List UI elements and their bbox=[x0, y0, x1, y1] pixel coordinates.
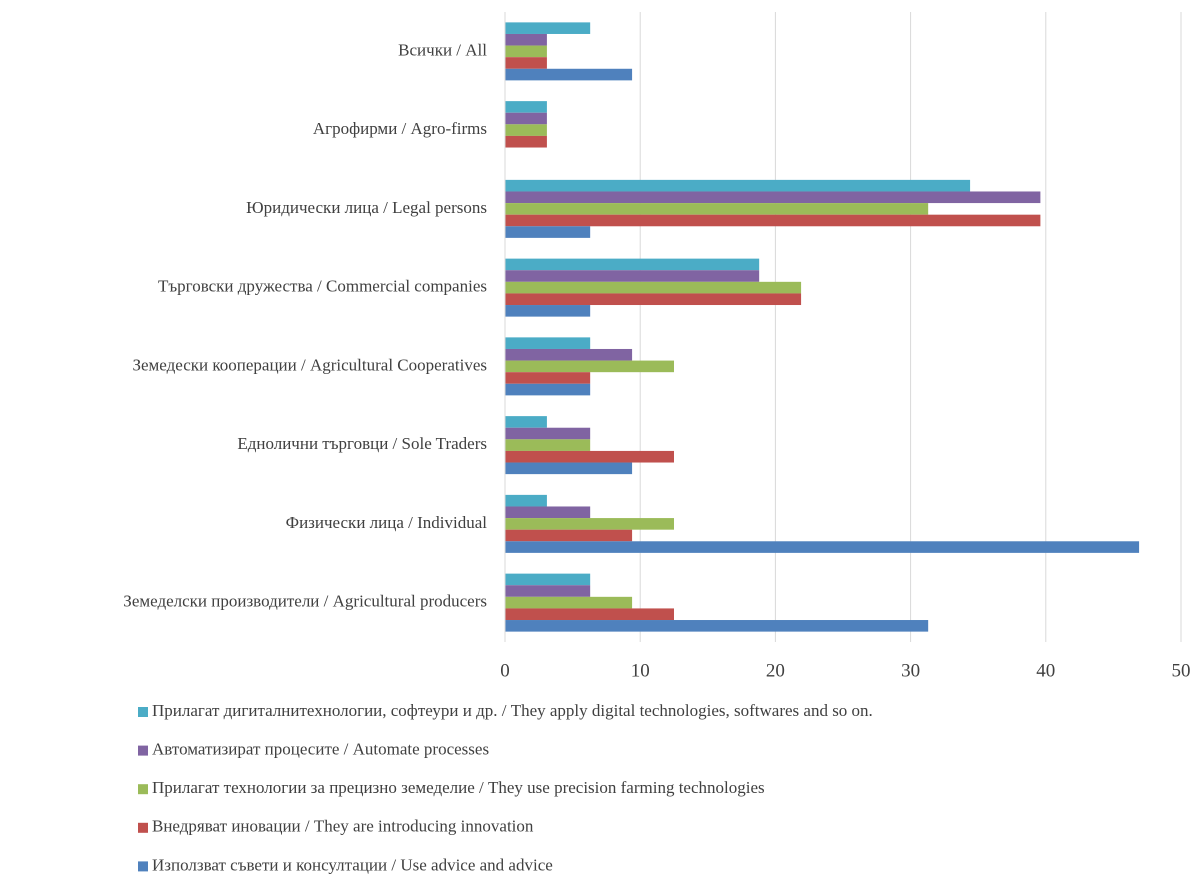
bar bbox=[505, 439, 591, 451]
bar bbox=[505, 270, 760, 282]
legend-label: Прилагат дигиталнитехнологии, софтеури и… bbox=[152, 701, 873, 720]
bar bbox=[505, 226, 591, 238]
legend-swatch bbox=[138, 784, 148, 795]
bar bbox=[505, 541, 1140, 553]
legend-label: Използват съвети и консултации / Use adv… bbox=[152, 855, 553, 874]
bar bbox=[505, 596, 633, 609]
bar bbox=[505, 68, 633, 81]
bar bbox=[505, 57, 547, 69]
x-tick-label: 50 bbox=[1172, 660, 1191, 681]
bar bbox=[505, 529, 633, 542]
bar bbox=[505, 179, 971, 192]
x-tick-label: 40 bbox=[1036, 660, 1055, 681]
bar bbox=[505, 281, 802, 294]
x-tick-label: 30 bbox=[901, 660, 920, 681]
bar bbox=[505, 427, 591, 440]
bar bbox=[505, 620, 929, 632]
category-label: Земеделски производители / Agricultural … bbox=[123, 592, 487, 611]
legend-swatch bbox=[138, 861, 148, 872]
bar bbox=[505, 608, 674, 621]
legend-label: Прилагат технологии за прецизно земедели… bbox=[152, 778, 765, 797]
category-label: Всички / All bbox=[398, 40, 487, 59]
category-label: Земедески кооперации / Agricultural Coop… bbox=[132, 355, 487, 374]
legend-swatch bbox=[138, 745, 148, 756]
category-label: Търговски дружества / Commercial compani… bbox=[158, 277, 487, 296]
bar bbox=[505, 494, 547, 507]
bar bbox=[505, 135, 547, 148]
bar bbox=[505, 416, 547, 428]
bar bbox=[505, 203, 929, 215]
bar bbox=[505, 573, 591, 586]
bar bbox=[505, 450, 674, 463]
bar bbox=[505, 258, 760, 271]
bar bbox=[505, 462, 633, 475]
bar bbox=[505, 191, 1041, 204]
x-tick-label: 0 bbox=[500, 660, 510, 681]
legend-swatch bbox=[138, 822, 148, 833]
bar bbox=[505, 348, 633, 361]
bar bbox=[505, 101, 547, 113]
category-label: Еднолични търговци / Sole Traders bbox=[237, 434, 487, 453]
bar bbox=[505, 372, 591, 384]
x-tick-label: 20 bbox=[766, 660, 785, 681]
bar bbox=[505, 22, 591, 34]
legend-label: Автоматизират процесите / Automate proce… bbox=[152, 740, 489, 759]
bar bbox=[505, 214, 1041, 227]
bar bbox=[505, 293, 802, 306]
category-label: Юридически лица / Legal persons bbox=[246, 198, 487, 217]
bar bbox=[505, 337, 591, 349]
bar bbox=[505, 124, 547, 136]
legend-label: Внедряват иновации / They are introducin… bbox=[152, 817, 534, 836]
category-label: Агрофирми / Agro-firms bbox=[313, 119, 487, 138]
x-tick-label: 10 bbox=[631, 660, 650, 681]
bar bbox=[505, 112, 547, 125]
bar bbox=[505, 585, 591, 597]
bar bbox=[505, 383, 591, 396]
bar bbox=[505, 305, 591, 317]
legend-swatch bbox=[138, 707, 148, 717]
bar bbox=[505, 518, 674, 530]
bar bbox=[505, 45, 547, 58]
category-label: Физически лица / Individual bbox=[286, 513, 488, 532]
bar bbox=[505, 33, 547, 46]
bar bbox=[505, 506, 591, 519]
bar bbox=[505, 360, 674, 373]
